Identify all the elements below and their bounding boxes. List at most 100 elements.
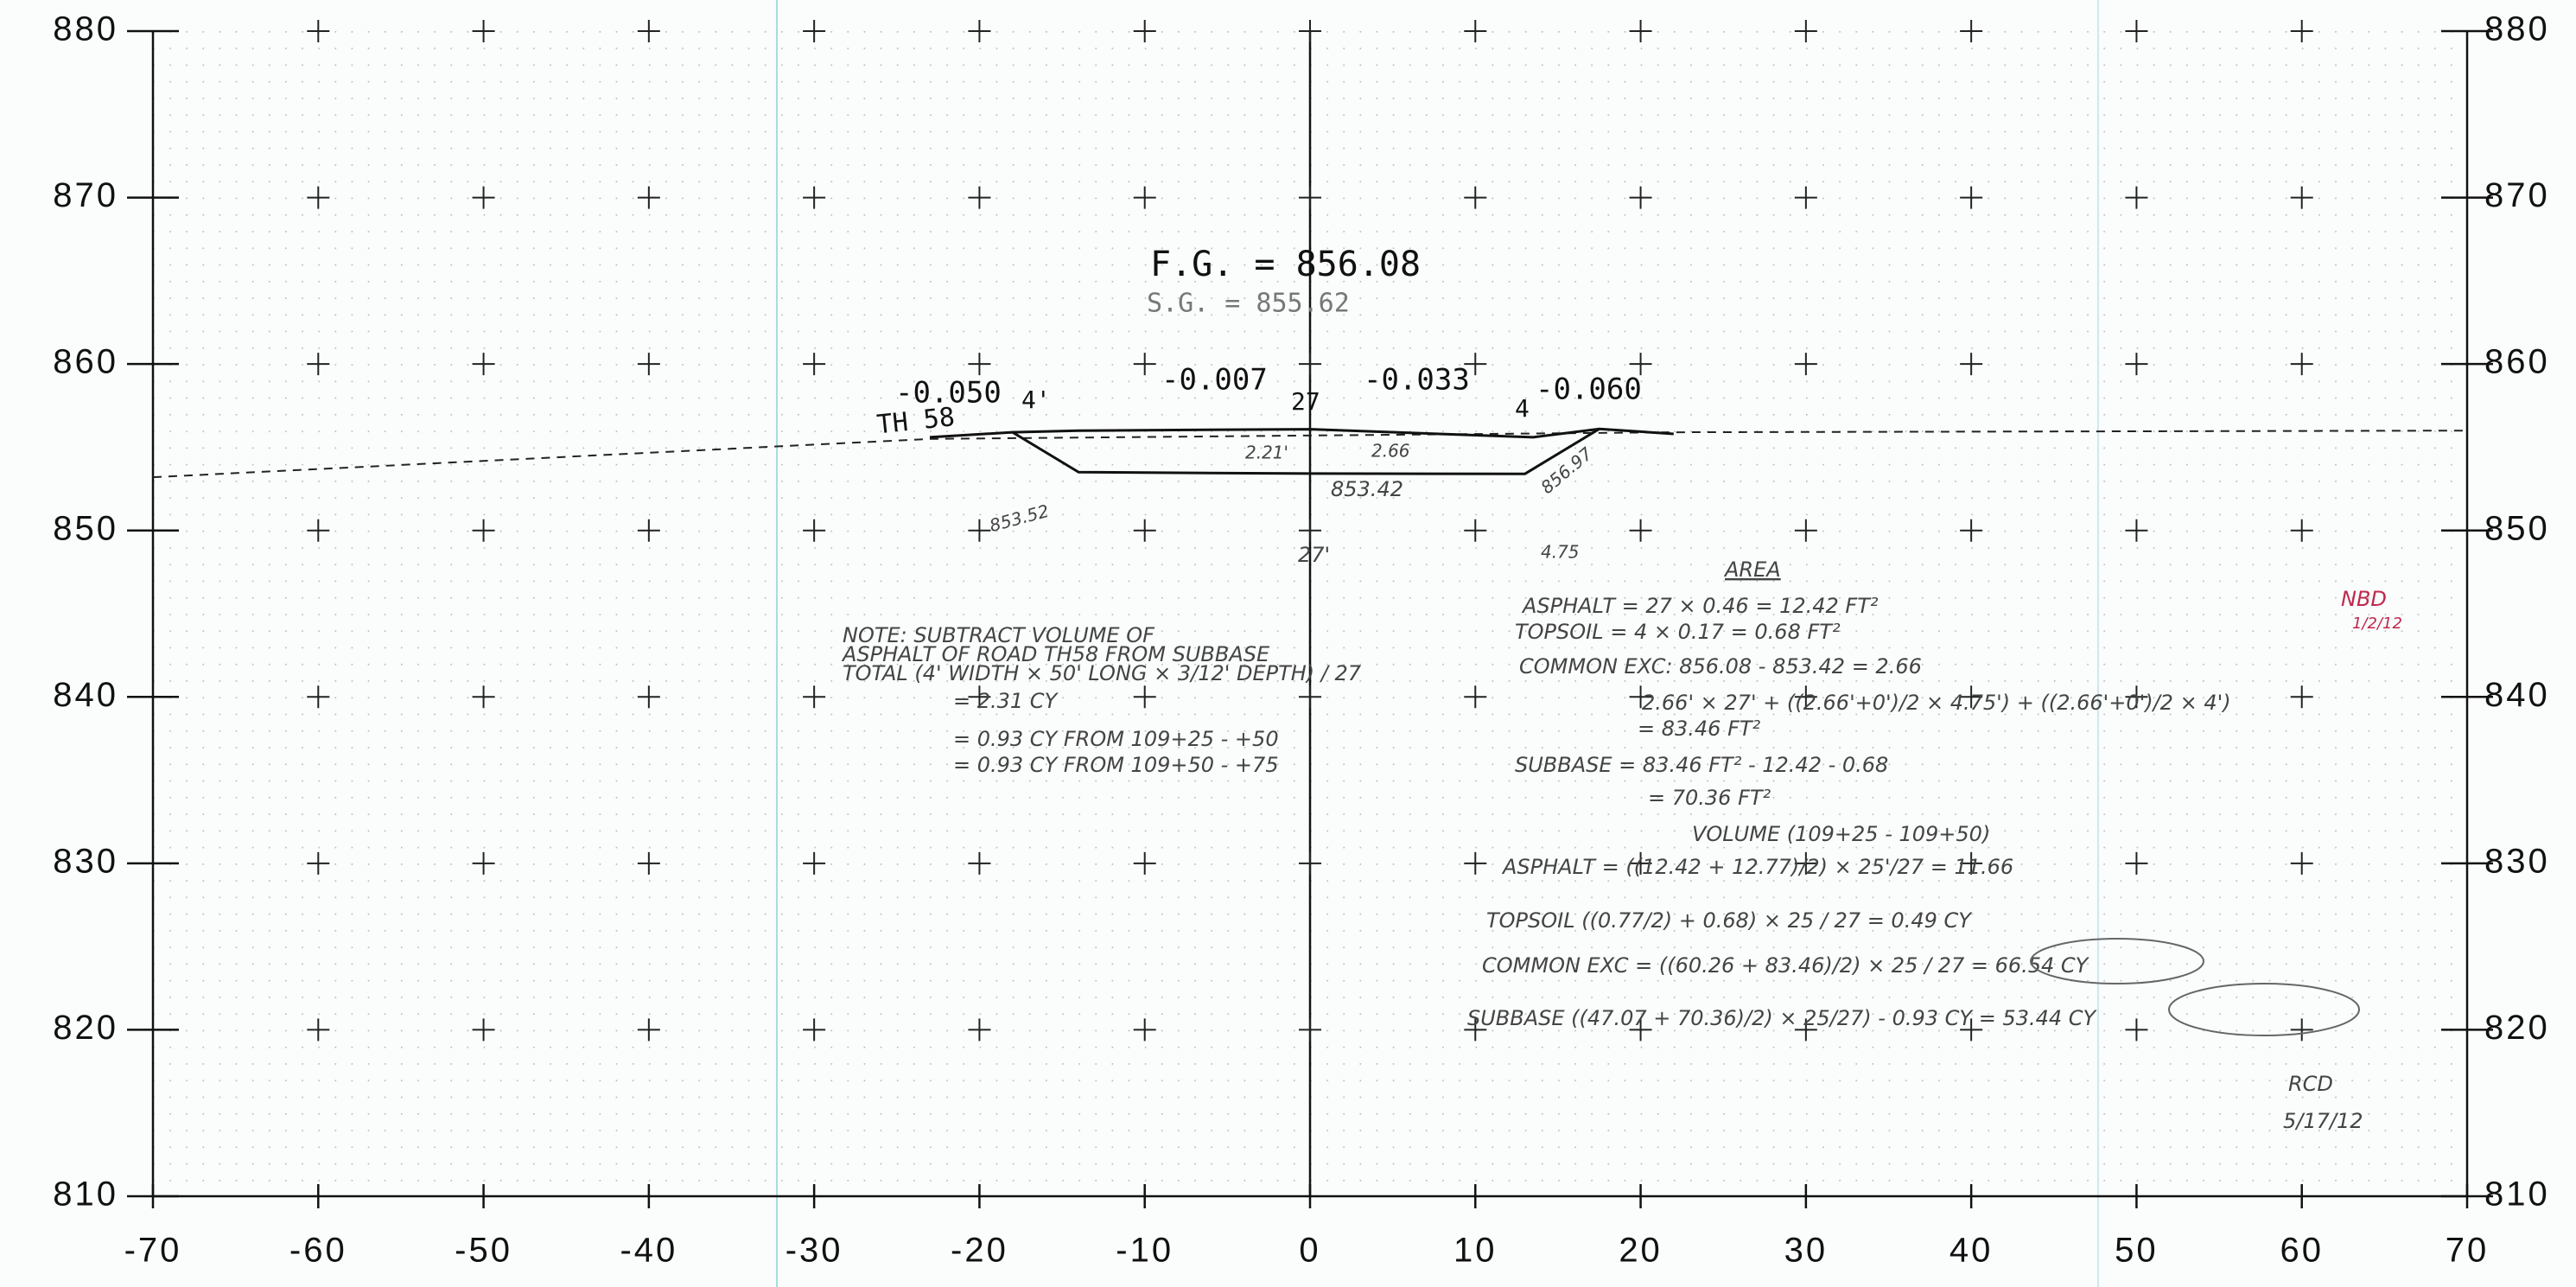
grid-cross [968, 851, 991, 875]
grid-cross [1629, 186, 1652, 209]
grid-cross [2290, 685, 2313, 709]
grid-cross [2125, 353, 2148, 376]
grid-cross [1960, 186, 1983, 209]
grid-cross [637, 685, 660, 709]
grid-cross [1464, 186, 1487, 209]
y-tick-label: 870 [53, 176, 118, 214]
y-tick-label: 870 [2484, 176, 2550, 214]
grid-cross [1133, 186, 1156, 209]
y-tick-label: 820 [53, 1009, 118, 1047]
y-tick-label: 840 [2484, 676, 2550, 714]
existing-ground [152, 430, 2468, 479]
grid-cross [1464, 851, 1487, 875]
slope: -0.050 [895, 376, 1002, 411]
slope: -0.007 [1161, 363, 1268, 398]
grid-cross [1299, 685, 1321, 709]
volume-line: COMMON EXC = ((60.26 + 83.46)/2) × 25 / … [1482, 953, 2090, 978]
grid-cross [1299, 20, 1321, 42]
grid-cross [2125, 1018, 2148, 1042]
grid-cross [1629, 353, 1652, 376]
y-tick-label: 830 [53, 842, 118, 880]
area-line: = 70.36 FT² [1648, 786, 1771, 810]
x-tick-label: 30 [1784, 1232, 1829, 1270]
x-tick-label: 60 [2280, 1232, 2324, 1270]
profile [152, 427, 2468, 479]
width: 27 [1291, 387, 1320, 416]
volume-line: SUBBASE ((47.07 + 70.36)/2) × 25/27) - 0… [1467, 1006, 2098, 1030]
grid-cross [1629, 20, 1652, 42]
y-tick-label: 820 [2484, 1009, 2550, 1047]
depth: 2.21' [1245, 443, 1288, 463]
y-tick-label: 810 [2484, 1176, 2550, 1214]
volume-line: TOPSOIL ((0.77/2) + 0.68) × 25 / 27 = 0.… [1486, 908, 1973, 933]
grid-cross [1133, 685, 1156, 709]
grid-cross [968, 353, 991, 376]
grid-cross [1629, 851, 1652, 875]
grid-cross [1960, 851, 1983, 875]
grid-cross [1794, 685, 1817, 709]
grid-cross [1299, 353, 1321, 376]
grid-cross [968, 685, 991, 709]
x-tick-label: 50 [2115, 1232, 2159, 1270]
grid-cross [2290, 353, 2313, 376]
y-tick-label: 830 [2484, 842, 2550, 880]
y-tick-label: 860 [2484, 343, 2550, 381]
grid-cross [2125, 851, 2148, 875]
x-tick-label: -60 [289, 1232, 347, 1270]
checker: NBD [2341, 587, 2387, 611]
grid-cross [1794, 851, 1817, 875]
grid-cross [1629, 685, 1652, 709]
grid-cross [1464, 1018, 1487, 1042]
grid-cross [2290, 851, 2313, 875]
axes: 810 810 820 820 830 830 840 840 850 850 860 860 870 8… [53, 10, 2550, 1270]
grid-cross [2125, 519, 2148, 542]
grid-cross [1794, 1018, 1817, 1042]
area-line: ASPHALT = 27 × 0.46 = 12.42 FT² [1521, 594, 1879, 618]
grid-cross [1794, 186, 1817, 209]
grid-cross [1464, 20, 1487, 42]
grid-cross [307, 519, 330, 542]
checker-date: 1/2/12 [2352, 615, 2402, 633]
x-tick-label: -50 [455, 1232, 512, 1270]
grid-cross [1299, 851, 1321, 875]
grid-cross [307, 186, 330, 209]
author: RCD [2288, 1072, 2333, 1096]
grid-cross [803, 20, 826, 42]
slope: -0.060 [1536, 373, 1642, 407]
grid-cross [472, 851, 495, 875]
grid-cross [472, 353, 495, 376]
grid-cross [968, 1018, 991, 1042]
y-tick-label: 810 [53, 1176, 118, 1214]
grid-cross [307, 685, 330, 709]
grid-cross [2125, 20, 2148, 42]
grid-cross [1794, 353, 1817, 376]
grid-cross [307, 353, 330, 376]
grid-cross [803, 186, 826, 209]
x-tick-label: -30 [786, 1232, 843, 1270]
x-tick-label: 70 [2446, 1232, 2490, 1270]
grid-cross [1133, 1018, 1156, 1042]
grid-cross [1629, 1018, 1652, 1042]
author-date: 5/17/12 [2283, 1109, 2363, 1133]
note-line: = 0.93 CY FROM 109+25 - +50 [953, 727, 1279, 751]
grid-cross [1299, 519, 1321, 542]
subgrade: S.G. = 855.62 [1147, 289, 1350, 319]
width: 4.75 [1541, 542, 1580, 563]
grid-cross [637, 20, 660, 42]
grid-cross [2125, 685, 2148, 709]
grid-cross [1133, 353, 1156, 376]
grid-cross [1960, 353, 1983, 376]
note-line: NOTE: SUBTRACT VOLUME OF [843, 623, 1155, 647]
annotations: F.G. = 856.08 S.G. = 855.62 -0.050 4' -0… [841, 245, 2402, 1133]
grid-cross [307, 851, 330, 875]
grid-cross [1960, 20, 1983, 42]
grid-cross [472, 186, 495, 209]
finished-grade: F.G. = 856.08 [1150, 245, 1421, 284]
grid-cross [637, 186, 660, 209]
grid-cross [2125, 186, 2148, 209]
volume-line: ASPHALT = ((12.42 + 12.77)/2) × 25'/27 =… [1501, 855, 2013, 879]
area-line: SUBBASE = 83.46 FT² - 12.42 - 0.68 [1515, 753, 1888, 777]
depth: 2.66 [1371, 441, 1410, 462]
